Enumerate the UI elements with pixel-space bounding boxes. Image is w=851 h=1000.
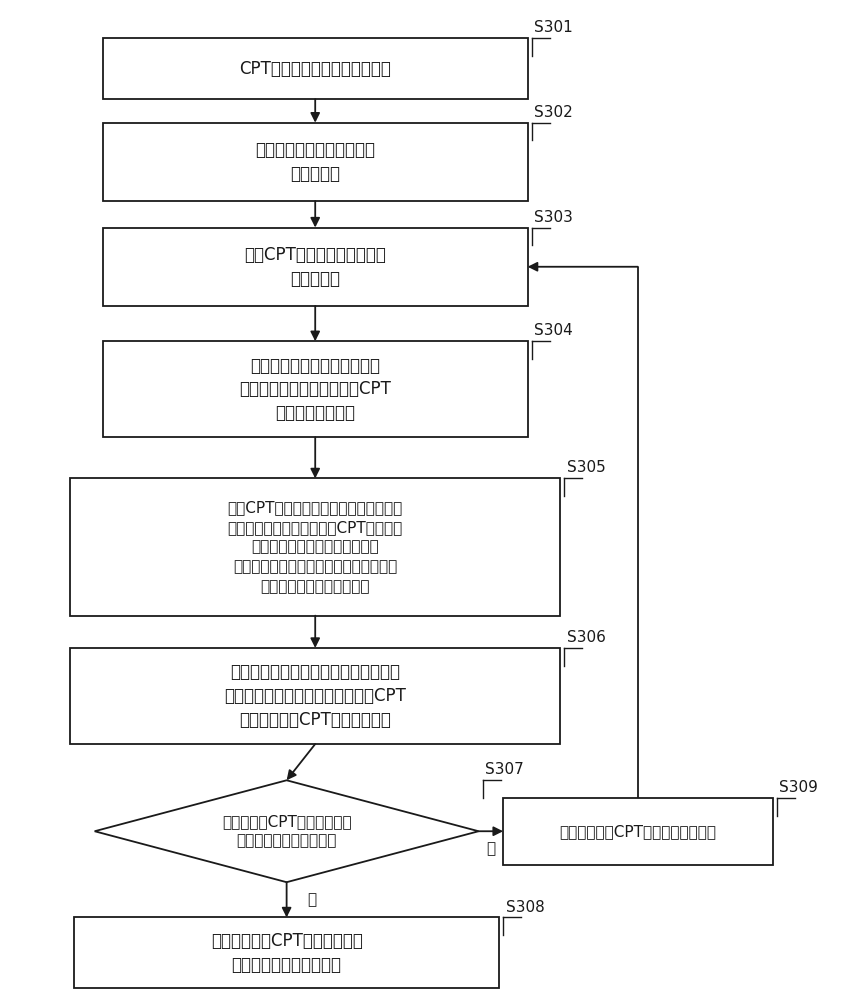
- Text: 不再调整所述CPT原子钟中吸收
泡的磁场线圈的输入电流: 不再调整所述CPT原子钟中吸收 泡的磁场线圈的输入电流: [211, 932, 363, 974]
- Text: 根据所述两个超精细能级的频率变化，
通过所述自适应调节环路调整所述CPT
原子钟输出的CPT原子频率标准: 根据所述两个超精细能级的频率变化， 通过所述自适应调节环路调整所述CPT 原子钟…: [225, 663, 406, 729]
- Text: S307: S307: [485, 762, 524, 777]
- Bar: [103, 228, 528, 306]
- Text: S301: S301: [534, 20, 573, 35]
- Text: S302: S302: [534, 105, 573, 120]
- Text: S303: S303: [534, 210, 573, 225]
- Text: S306: S306: [567, 630, 606, 645]
- Text: 所述CPT原子钟确定自身的第
二定时信号: 所述CPT原子钟确定自身的第 二定时信号: [244, 246, 386, 288]
- Bar: [74, 917, 499, 988]
- Bar: [503, 798, 773, 865]
- Text: S308: S308: [505, 900, 545, 915]
- Bar: [103, 123, 528, 201]
- Text: CPT原子钟接收卫星的定时信息: CPT原子钟接收卫星的定时信息: [239, 60, 391, 78]
- Text: 判断调整后CPT原子钟的频率
偏差，是否满足预设条件: 判断调整后CPT原子钟的频率 偏差，是否满足预设条件: [222, 814, 351, 849]
- Text: 根据所述定时信息，获得第
一定时信号: 根据所述定时信息，获得第 一定时信号: [255, 141, 375, 183]
- Text: 根据所述第一定时信号以及所
述第二定时信号，获取所述CPT
原子钟的频率偏差: 根据所述第一定时信号以及所 述第二定时信号，获取所述CPT 原子钟的频率偏差: [239, 357, 391, 422]
- Text: 是: 是: [307, 892, 317, 907]
- Bar: [70, 478, 560, 616]
- Text: 根据调整后的CPT原子钟的频率偏差: 根据调整后的CPT原子钟的频率偏差: [559, 824, 717, 839]
- Bar: [103, 38, 528, 99]
- Text: S309: S309: [780, 780, 818, 795]
- Text: S304: S304: [534, 323, 573, 338]
- Text: 否: 否: [486, 841, 495, 856]
- Text: 所述CPT原子钟根据所述频率偏差，以及
自身的时钟模型，调整所述CPT原子钟中
吸收泡的磁场线圈的输入电流，
使所述吸收泡内的原子基态的两个超精细
能级的频率产: 所述CPT原子钟根据所述频率偏差，以及 自身的时钟模型，调整所述CPT原子钟中 …: [227, 500, 403, 594]
- Bar: [103, 341, 528, 437]
- Text: S305: S305: [567, 460, 606, 476]
- Polygon shape: [94, 780, 478, 882]
- Bar: [70, 648, 560, 744]
